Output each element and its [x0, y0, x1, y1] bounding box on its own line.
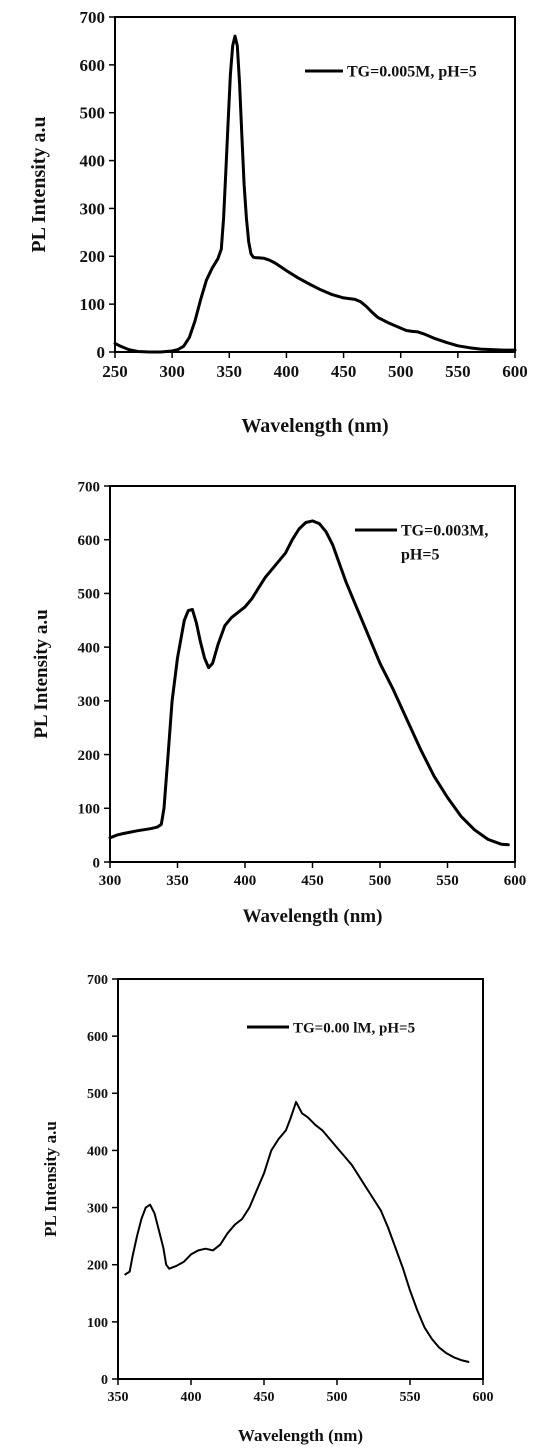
chart-3: 0 100 200 300 400 500 600 700 350 400 450 500 550 600…: [41, 973, 494, 1445]
x-axis-label: Wavelength (nm): [238, 1426, 363, 1445]
x-tick-label: 550: [400, 1390, 421, 1405]
y-tick-label: 100: [87, 1316, 108, 1331]
chart-2: 0 100 200 300 400 500 600 700 300 350 400 450 500 550…: [31, 479, 527, 927]
x-tick-label: 500: [388, 362, 414, 381]
x-tick-label: 450: [254, 1390, 275, 1405]
x-tick-label: 400: [274, 362, 300, 381]
legend-label: pH=5: [401, 547, 439, 564]
x-tick-label: 600: [502, 362, 528, 381]
y-tick-label: 300: [87, 1201, 108, 1216]
legend-label: TG=0.003M,: [401, 523, 488, 540]
y-tick-label: 500: [87, 1087, 108, 1102]
y-tick-label: 200: [80, 247, 106, 266]
y-tick-label: 700: [78, 479, 101, 495]
x-axis-label: Wavelength (nm): [241, 415, 388, 437]
x-tick-label: 550: [445, 362, 471, 381]
x-tick-label: 350: [217, 362, 243, 381]
y-tick-label: 500: [80, 104, 106, 123]
y-tick-label: 300: [78, 694, 101, 710]
y-axis-label: PL Intensity a.u: [28, 116, 50, 252]
x-tick-label: 400: [181, 1390, 202, 1405]
x-tick-label: 500: [327, 1390, 348, 1405]
series-line-1: [113, 34, 517, 354]
y-tick-label: 200: [78, 748, 101, 764]
plot-frame: [117, 978, 484, 1380]
y-axis-label: PL Intensity a.u: [41, 1121, 60, 1237]
y-tick-label: 0: [101, 1373, 108, 1388]
y-tick-label: 0: [93, 855, 101, 871]
plot-frame: [114, 16, 516, 353]
x-tick-label: 300: [159, 362, 185, 381]
y-tick-label: 500: [78, 587, 101, 603]
y-axis-label: PL Intensity a.u: [31, 609, 52, 739]
y-tick-label: 700: [80, 8, 106, 27]
legend-label: TG=0.005M, pH=5: [347, 64, 477, 81]
chart-1: 0 100 200 300 400 500 600 700 250 300 350 400 450 500…: [28, 8, 528, 437]
y-tick-label: 0: [97, 343, 106, 362]
y-tick-label: 300: [80, 199, 106, 218]
legend-label: TG=0.00 lM, pH=5: [293, 1020, 415, 1036]
y-tick-label: 400: [78, 640, 101, 656]
x-axis-label: Wavelength (nm): [243, 906, 383, 927]
y-tick-label: 600: [87, 1030, 108, 1045]
y-tick-label: 600: [78, 533, 101, 549]
x-tick-label: 550: [436, 873, 459, 889]
x-tick-label: 450: [331, 362, 357, 381]
x-tick-label: 600: [504, 873, 527, 889]
y-tick-label: 600: [80, 56, 106, 75]
x-tick-label: 400: [234, 873, 257, 889]
series-line-1: [108, 519, 510, 847]
x-tick-label: 600: [473, 1390, 494, 1405]
series-line-1: [124, 1100, 470, 1363]
y-tick-label: 100: [78, 802, 101, 818]
x-tick-label: 300: [99, 873, 122, 889]
y-tick-label: 700: [87, 973, 108, 988]
x-tick-label: 350: [108, 1390, 129, 1405]
x-tick-label: 250: [102, 362, 128, 381]
x-tick-label: 500: [369, 873, 392, 889]
x-tick-label: 350: [166, 873, 189, 889]
y-tick-label: 100: [80, 295, 106, 314]
x-tick-label: 450: [301, 873, 324, 889]
y-tick-label: 200: [87, 1259, 108, 1274]
y-tick-label: 400: [80, 152, 106, 171]
y-tick-label: 400: [87, 1144, 108, 1159]
